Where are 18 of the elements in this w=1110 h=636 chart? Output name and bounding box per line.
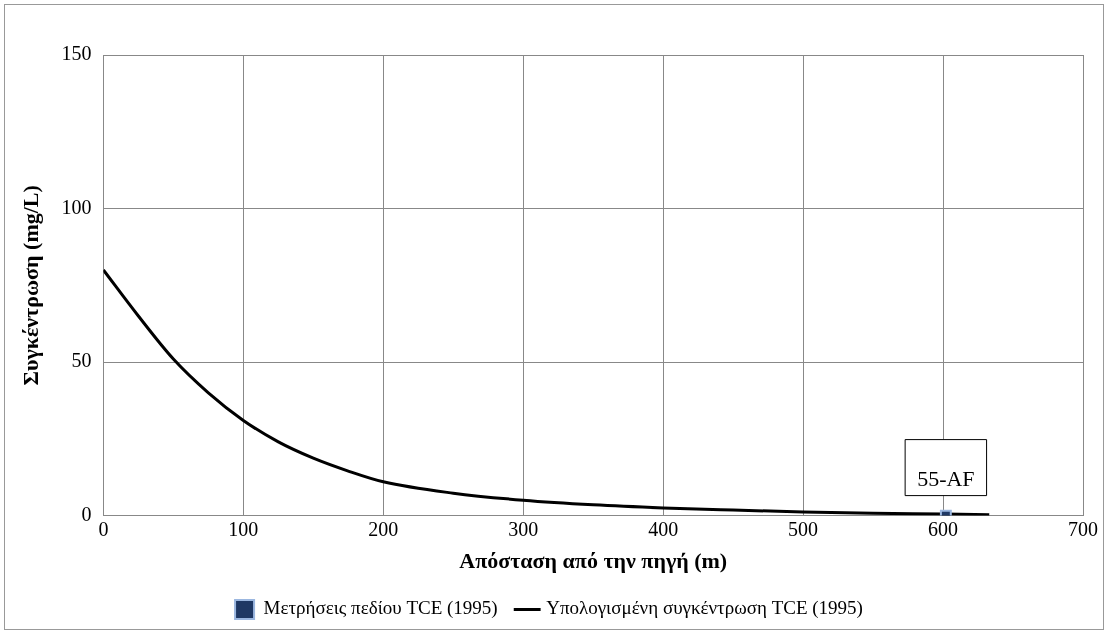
annotation: 55-AF — [917, 466, 975, 492]
x-tick-label: 300 — [508, 517, 539, 540]
legend-label: Υπολογισμένη συγκέντρωση TCE (1995) — [546, 597, 863, 620]
x-tick-label: 700 — [1068, 517, 1098, 540]
y-tick-label: 150 — [61, 42, 92, 65]
y-tick-label: 50 — [71, 349, 92, 372]
x-tick-label: 100 — [228, 517, 259, 540]
x-tick-label: 400 — [648, 517, 679, 540]
x-tick-label: 200 — [368, 517, 399, 540]
legend-label: Μετρήσεις πεδίου TCE (1995) — [263, 597, 498, 620]
x-tick-label: 500 — [788, 517, 819, 540]
y-tick-label: 100 — [61, 195, 92, 218]
x-axis-title: Απόσταση από την πηγή (m) — [459, 548, 728, 574]
y-axis-title: Συγκέντρωση (mg/L) — [17, 185, 43, 386]
y-tick-label: 0 — [81, 502, 92, 525]
x-tick-label: 600 — [928, 517, 959, 540]
line-series — [103, 268, 991, 516]
x-tick-label: 0 — [98, 517, 109, 540]
